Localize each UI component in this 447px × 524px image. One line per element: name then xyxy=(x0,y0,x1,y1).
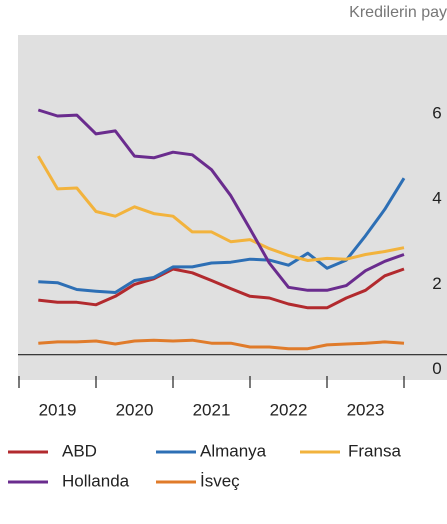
y-tick-label: 6 xyxy=(432,103,441,122)
x-tick-label: 2021 xyxy=(193,400,231,419)
legend-label: Almanya xyxy=(200,441,267,460)
x-tick-label: 2022 xyxy=(270,400,308,419)
series-line xyxy=(37,155,405,262)
series-line xyxy=(38,267,405,310)
x-tick-label: 2019 xyxy=(39,400,77,419)
series-line xyxy=(38,177,406,294)
plot-background xyxy=(18,35,447,380)
series-line xyxy=(38,338,405,351)
y-tick-label: 4 xyxy=(432,189,441,208)
chart-title: Kredilerin pay xyxy=(349,4,447,21)
series-line xyxy=(37,108,405,292)
legend-label: ABD xyxy=(62,441,97,460)
y-tick-label: 0 xyxy=(432,359,441,378)
legend-label: Fransa xyxy=(348,441,401,460)
x-tick-label: 2023 xyxy=(347,400,385,419)
x-tick-label: 2020 xyxy=(116,400,154,419)
legend-label: Hollanda xyxy=(62,471,130,490)
y-tick-label: 2 xyxy=(432,274,441,293)
legend-label: İsveç xyxy=(200,471,240,490)
